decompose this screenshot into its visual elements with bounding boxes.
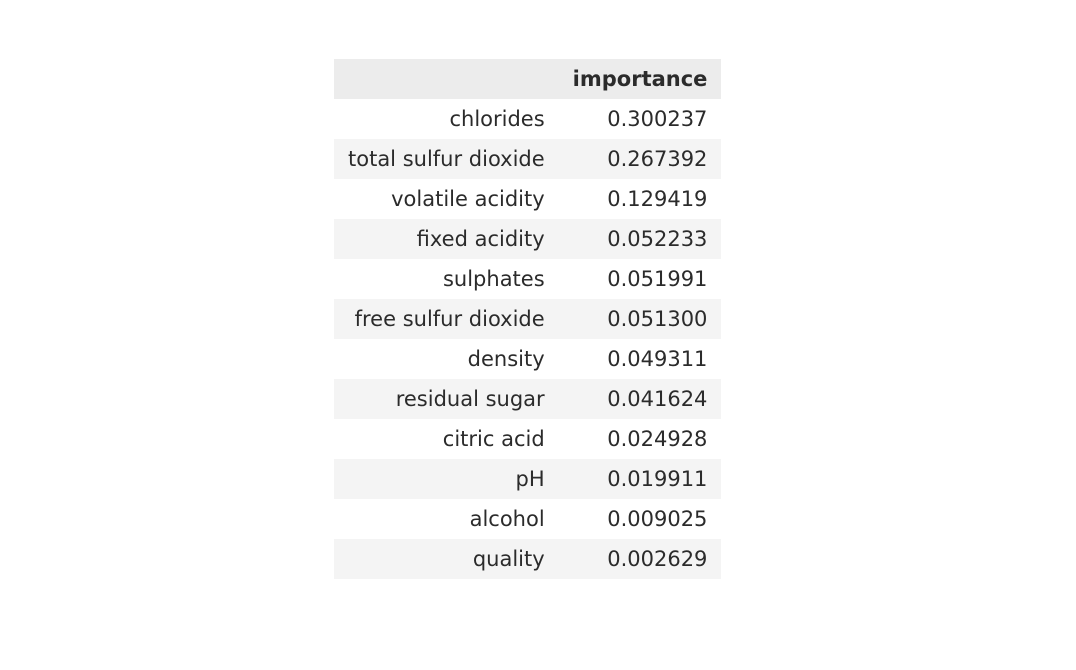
table-row: pH 0.019911 bbox=[334, 459, 722, 499]
table-row: fixed acidity 0.052233 bbox=[334, 219, 722, 259]
column-header-importance: importance bbox=[572, 67, 708, 91]
table-row: total sulfur dioxide 0.267392 bbox=[334, 139, 722, 179]
importance-value: 0.024928 bbox=[607, 427, 708, 451]
importance-value: 0.051300 bbox=[607, 307, 708, 331]
importance-table: importance chlorides 0.300237 total sulf… bbox=[334, 59, 722, 579]
row-label: residual sugar bbox=[395, 387, 545, 411]
importance-value: 0.049311 bbox=[607, 347, 708, 371]
importance-value: 0.052233 bbox=[607, 227, 708, 251]
row-label: quality bbox=[472, 547, 545, 571]
row-label: free sulfur dioxide bbox=[354, 307, 545, 331]
table-row: citric acid 0.024928 bbox=[334, 419, 722, 459]
table-row: alcohol 0.009025 bbox=[334, 499, 722, 539]
importance-value: 0.019911 bbox=[607, 467, 708, 491]
importance-value: 0.051991 bbox=[607, 267, 708, 291]
table-row: residual sugar 0.041624 bbox=[334, 379, 722, 419]
importance-value: 0.129419 bbox=[607, 187, 708, 211]
row-label: fixed acidity bbox=[416, 227, 545, 251]
table-row: chlorides 0.300237 bbox=[334, 99, 722, 139]
table-header: importance bbox=[334, 59, 722, 99]
importance-value: 0.300237 bbox=[607, 107, 708, 131]
table-row: volatile acidity 0.129419 bbox=[334, 179, 722, 219]
table-body: chlorides 0.300237 total sulfur dioxide … bbox=[334, 99, 722, 579]
index-header-cell bbox=[334, 59, 559, 99]
row-label: volatile acidity bbox=[391, 187, 545, 211]
importance-value: 0.267392 bbox=[607, 147, 708, 171]
table-row: density 0.049311 bbox=[334, 339, 722, 379]
row-label: total sulfur dioxide bbox=[348, 147, 545, 171]
row-label: sulphates bbox=[442, 267, 545, 291]
importance-value: 0.002629 bbox=[607, 547, 708, 571]
importance-value: 0.041624 bbox=[607, 387, 708, 411]
row-label: citric acid bbox=[442, 427, 545, 451]
table-row: free sulfur dioxide 0.051300 bbox=[334, 299, 722, 339]
table-row: sulphates 0.051991 bbox=[334, 259, 722, 299]
importance-value: 0.009025 bbox=[607, 507, 708, 531]
row-label: chlorides bbox=[449, 107, 545, 131]
header-row: importance bbox=[334, 59, 722, 99]
row-label: density bbox=[467, 347, 545, 371]
table-row: quality 0.002629 bbox=[334, 539, 722, 579]
dataframe-container: importance chlorides 0.300237 total sulf… bbox=[334, 59, 722, 579]
row-label: alcohol bbox=[469, 507, 545, 531]
row-label: pH bbox=[515, 467, 545, 491]
